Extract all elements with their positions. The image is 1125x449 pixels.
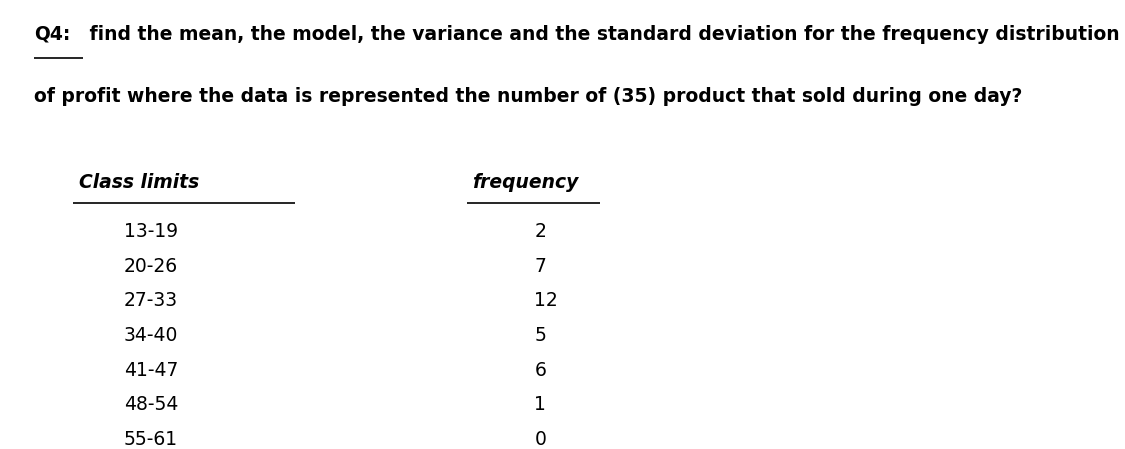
Text: 6: 6 bbox=[534, 361, 547, 379]
Text: 2: 2 bbox=[534, 222, 547, 241]
Text: 20-26: 20-26 bbox=[124, 257, 178, 276]
Text: of profit where the data is represented the number of (35) product that sold dur: of profit where the data is represented … bbox=[34, 87, 1023, 106]
Text: 0: 0 bbox=[534, 430, 547, 449]
Text: 41-47: 41-47 bbox=[124, 361, 178, 379]
Text: find the mean, the model, the variance and the standard deviation for the freque: find the mean, the model, the variance a… bbox=[83, 25, 1119, 44]
Text: 13-19: 13-19 bbox=[124, 222, 178, 241]
Text: 27-33: 27-33 bbox=[124, 291, 178, 310]
Text: 1: 1 bbox=[534, 395, 547, 414]
Text: 7: 7 bbox=[534, 257, 547, 276]
Text: 12: 12 bbox=[534, 291, 558, 310]
Text: 34-40: 34-40 bbox=[124, 326, 178, 345]
Text: Q4:: Q4: bbox=[34, 25, 70, 44]
Text: 48-54: 48-54 bbox=[124, 395, 178, 414]
Text: 5: 5 bbox=[534, 326, 547, 345]
Text: Class limits: Class limits bbox=[79, 173, 199, 192]
Text: 55-61: 55-61 bbox=[124, 430, 178, 449]
Text: frequency: frequency bbox=[472, 173, 579, 192]
